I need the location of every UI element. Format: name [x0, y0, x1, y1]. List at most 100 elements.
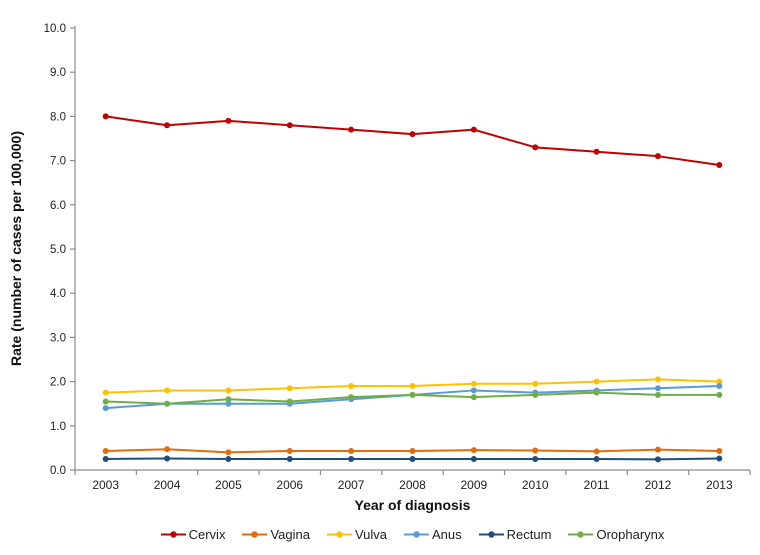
series-point-anus — [102, 405, 109, 412]
series-point-oropharynx — [593, 389, 600, 396]
x-axis-tick-label: 2008 — [399, 478, 426, 492]
series-point-vulva — [225, 387, 232, 394]
series-point-rectum — [593, 455, 600, 462]
series-point-vulva — [102, 389, 109, 396]
series-point-cervix — [286, 122, 293, 129]
x-axis-tick-label: 2013 — [706, 478, 733, 492]
legend-marker-oropharynx-icon — [568, 530, 594, 538]
y-axis-tick-label: 7.0 — [50, 156, 66, 168]
legend-entry-oropharynx: Oropharynx — [568, 527, 664, 542]
series-point-rectum — [654, 456, 661, 463]
series-point-vagina — [654, 446, 661, 453]
series-point-vagina — [409, 447, 416, 454]
series-point-cervix — [225, 117, 232, 124]
series-point-cervix — [164, 122, 171, 129]
legend-label-vagina: Vagina — [270, 526, 310, 542]
series-point-vulva — [716, 378, 723, 385]
y-axis-tick-label: 3.0 — [50, 332, 66, 344]
series-point-vagina — [164, 446, 171, 453]
series-point-oropharynx — [532, 391, 539, 398]
series-point-rectum — [164, 455, 171, 462]
series-point-vulva — [470, 380, 477, 387]
series-point-vulva — [286, 385, 293, 392]
series-point-cervix — [716, 162, 723, 169]
series-point-oropharynx — [470, 394, 477, 401]
series-point-cervix — [348, 126, 355, 133]
series-point-vulva — [593, 378, 600, 385]
series-point-oropharynx — [409, 391, 416, 398]
legend-entry-rectum: Rectum — [478, 526, 552, 542]
legend: Cervix Vagina Vulva Anus Rectum Oropharynx — [75, 523, 750, 545]
x-axis-tick-label: 2007 — [338, 478, 365, 492]
y-axis-tick-label: 0.0 — [50, 465, 66, 477]
series-point-vagina — [716, 447, 723, 454]
series-point-cervix — [470, 126, 477, 133]
y-axis-tick-label: 2.0 — [50, 377, 66, 389]
legend-marker-vulva-icon — [326, 530, 352, 538]
series-point-vulva — [348, 383, 355, 390]
series-point-oropharynx — [286, 398, 293, 405]
x-axis-tick-label: 2005 — [215, 478, 242, 492]
series-point-vagina — [286, 447, 293, 454]
legend-marker-rectum-icon — [478, 530, 504, 538]
series-point-cervix — [409, 131, 416, 138]
series-point-cervix — [102, 113, 109, 120]
series-point-oropharynx — [348, 394, 355, 401]
series-point-rectum — [286, 455, 293, 462]
series-point-cervix — [532, 144, 539, 151]
series-point-rectum — [470, 455, 477, 462]
x-axis-title: Year of diagnosis — [354, 497, 471, 513]
legend-marker-vagina-icon — [242, 530, 268, 538]
legend-entry-vagina: Vagina — [242, 527, 310, 542]
series-point-oropharynx — [716, 391, 723, 398]
legend-label-anus: Anus — [432, 526, 462, 542]
series-point-rectum — [532, 455, 539, 462]
series-point-vagina — [225, 449, 232, 456]
series-point-cervix — [593, 148, 600, 155]
series-point-rectum — [348, 455, 355, 462]
legend-marker-anus-icon — [404, 530, 430, 538]
x-axis-tick-label: 2006 — [276, 478, 303, 492]
series-point-vulva — [654, 376, 661, 383]
y-axis-tick-label: 4.0 — [50, 288, 66, 300]
x-axis-tick-label: 2011 — [584, 478, 610, 492]
series-point-anus — [225, 400, 232, 407]
series-point-vulva — [532, 380, 539, 387]
series-point-rectum — [409, 455, 416, 462]
series-point-vagina — [470, 447, 477, 454]
series-point-anus — [716, 383, 723, 390]
series-point-vagina — [593, 448, 600, 455]
y-axis-tick-label: 5.0 — [50, 244, 66, 256]
legend-label-rectum: Rectum — [506, 526, 552, 542]
legend-entry-vulva: Vulva — [326, 526, 388, 542]
y-axis-tick-label: 8.0 — [50, 111, 66, 123]
series-point-oropharynx — [102, 398, 109, 405]
series-point-oropharynx — [225, 396, 232, 403]
series-point-vulva — [409, 383, 416, 390]
series-point-anus — [654, 385, 661, 392]
legend-label-oropharynx: Oropharynx — [596, 526, 665, 542]
legend-label-vulva: Vulva — [354, 526, 388, 542]
x-axis-tick-label: 2012 — [645, 478, 672, 492]
series-point-vagina — [348, 447, 355, 454]
y-axis-tick-label: 10.0 — [44, 23, 66, 35]
y-axis-tick-label: 1.0 — [50, 421, 66, 433]
series-point-rectum — [716, 455, 723, 462]
series-point-anus — [470, 387, 477, 394]
legend-entry-anus: Anus — [404, 527, 462, 542]
x-axis-tick-label: 2010 — [522, 478, 549, 492]
y-axis-tick-label: 6.0 — [50, 200, 66, 212]
x-axis-tick-label: 2009 — [461, 478, 488, 492]
series-point-oropharynx — [164, 400, 171, 407]
legend-label-cervix: Cervix — [188, 526, 226, 542]
series-point-vagina — [532, 447, 539, 454]
series-point-vulva — [164, 387, 171, 394]
series-point-rectum — [102, 455, 109, 462]
legend-entry-cervix: Cervix — [160, 526, 226, 542]
series-point-oropharynx — [654, 391, 661, 398]
y-axis-title: Rate (number of cases per 100,000) — [8, 131, 24, 367]
x-axis-tick-label: 2004 — [154, 478, 181, 492]
series-point-cervix — [654, 153, 661, 160]
x-axis-tick-label: 2003 — [92, 478, 119, 492]
